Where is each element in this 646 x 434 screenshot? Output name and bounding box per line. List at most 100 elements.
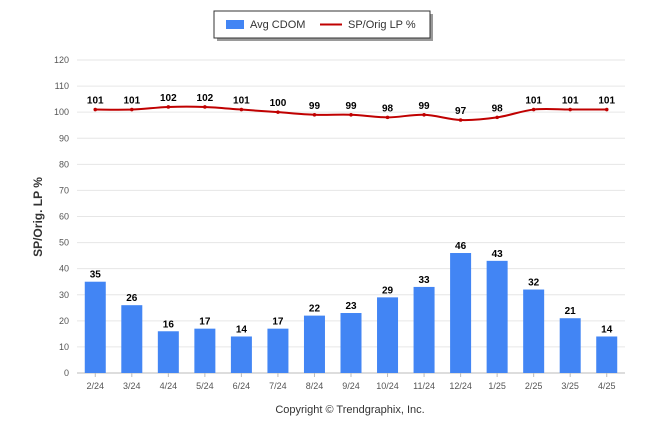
bar-data-label: 32 <box>528 278 540 289</box>
y-tick-label: 50 <box>59 238 69 248</box>
bar <box>559 318 581 373</box>
bar <box>194 328 216 373</box>
bar <box>121 305 143 373</box>
bar-data-label: 14 <box>236 324 248 335</box>
line-data-label: 100 <box>270 98 287 109</box>
bar <box>377 297 399 373</box>
line-data-label: 98 <box>492 103 504 114</box>
bar-data-label: 29 <box>382 285 394 296</box>
line-point <box>166 105 171 109</box>
x-tick-label: 7/24 <box>269 381 287 391</box>
y-tick-label: 10 <box>59 342 69 352</box>
line-point <box>385 115 390 120</box>
line-data-label: 102 <box>160 93 177 104</box>
y-tick-label: 20 <box>59 316 69 326</box>
y-tick-label: 90 <box>59 133 69 143</box>
line-point <box>203 105 207 109</box>
bar-data-label: 14 <box>601 324 613 335</box>
bar <box>157 331 179 373</box>
y-tick-label: 120 <box>54 55 69 65</box>
y-tick-label: 30 <box>59 290 69 300</box>
bar <box>523 289 545 373</box>
bar-data-label: 43 <box>492 249 504 260</box>
line-point <box>130 107 134 112</box>
bar-series <box>84 253 618 373</box>
y-tick-label: 110 <box>55 81 69 91</box>
line-data-label: 97 <box>455 106 467 117</box>
x-tick-label: 2/24 <box>87 381 105 391</box>
y-tick-label: 0 <box>64 368 69 378</box>
y-tick-label: 70 <box>59 185 69 195</box>
bar <box>486 260 508 373</box>
line-point <box>312 112 317 117</box>
line-data-label: 98 <box>382 103 394 114</box>
line-data-label: 102 <box>197 93 214 104</box>
line-points <box>93 105 609 122</box>
line-point <box>276 110 280 114</box>
legend: Avg CDOM SP/Orig LP % <box>213 10 433 41</box>
x-tick-label: 10/24 <box>376 381 399 391</box>
y-tick-label: 100 <box>54 107 69 117</box>
line-point <box>531 107 536 112</box>
line-data-label: 101 <box>233 96 250 107</box>
bar-data-label: 35 <box>90 270 102 281</box>
x-tick-label: 8/24 <box>306 381 324 391</box>
bar-data-label: 16 <box>163 319 175 330</box>
x-tick-label: 4/24 <box>160 381 178 391</box>
bar-data-label: 33 <box>419 275 431 286</box>
bar <box>596 336 618 373</box>
y-tick-label: 60 <box>59 212 69 222</box>
line-point <box>495 115 499 120</box>
line-data-labels: 101 101 102 102 101 100 99 99 98 99 97 98 101 101 101 <box>87 93 616 117</box>
x-tick-label: 2/25 <box>525 381 543 391</box>
legend-swatch-bar <box>226 20 244 29</box>
bar-data-label: 26 <box>126 293 138 304</box>
line-data-label: 99 <box>419 101 431 112</box>
y-axis-ticks: 0 10 20 30 40 50 60 70 80 90 100 110 120 <box>54 55 69 378</box>
x-tick-label: 11/24 <box>413 381 435 391</box>
bar <box>84 281 106 373</box>
bar-data-label: 46 <box>455 241 467 252</box>
line-point <box>604 107 609 112</box>
bar-data-label: 17 <box>199 317 211 328</box>
line-point <box>568 107 572 112</box>
line-data-label: 99 <box>345 101 357 112</box>
line-point <box>93 107 98 112</box>
bar <box>340 313 362 373</box>
bar-data-label: 22 <box>309 304 321 315</box>
x-tick-label: 12/24 <box>449 381 472 391</box>
bar-data-label: 23 <box>345 301 357 312</box>
x-tick-label: 4/25 <box>598 381 616 391</box>
bar <box>267 328 289 373</box>
legend-label-bar: Avg CDOM <box>250 19 305 31</box>
x-axis-ticks: 2/24 3/24 4/24 5/24 6/24 7/24 8/24 9/24 10/24 11/… <box>87 373 616 391</box>
line-data-label: 101 <box>525 96 542 107</box>
bar <box>413 286 435 373</box>
y-tick-label: 80 <box>59 159 69 169</box>
line-data-label: 99 <box>309 101 321 112</box>
x-tick-label: 1/25 <box>488 381 506 391</box>
bar <box>303 315 325 373</box>
bar-data-label: 17 <box>272 317 284 328</box>
line-point <box>349 112 353 117</box>
bar-data-labels: 35 26 16 17 14 17 22 23 29 33 46 43 32 21 14 <box>90 241 613 335</box>
line-data-label: 101 <box>123 96 140 107</box>
line-point <box>422 112 426 117</box>
copyright: Copyright © Trendgraphix, Inc. <box>275 404 424 416</box>
bar <box>230 336 252 373</box>
legend-label-line: SP/Orig LP % <box>348 19 416 31</box>
y-axis-label: SP/Orig. LP % <box>31 177 45 257</box>
x-tick-label: 5/24 <box>196 381 214 391</box>
line-data-label: 101 <box>598 96 615 107</box>
line-data-label: 101 <box>87 96 104 107</box>
x-tick-label: 3/25 <box>561 381 579 391</box>
bar-data-label: 21 <box>565 306 577 317</box>
line-point <box>458 118 463 122</box>
x-tick-label: 9/24 <box>342 381 360 391</box>
line-data-label: 101 <box>562 96 579 107</box>
y-tick-label: 40 <box>59 264 69 274</box>
line-point <box>239 107 244 112</box>
x-tick-label: 3/24 <box>123 381 141 391</box>
x-tick-label: 6/24 <box>233 381 251 391</box>
